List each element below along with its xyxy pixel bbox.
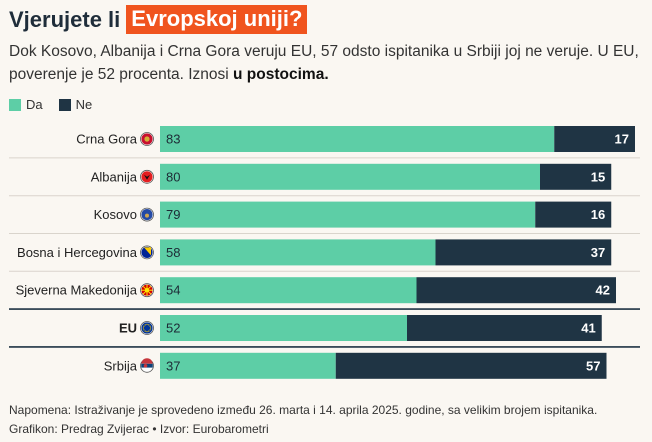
legend-label-ne: Ne [75,97,93,112]
category-label: Albanija [91,169,138,184]
footer-note: Napomena: Istraživanje je sprovedeno izm… [9,403,598,417]
bar-da [160,201,536,228]
north-macedonia-flag-icon [140,283,154,298]
data-label-da: 80 [166,169,180,184]
data-label-ne: 42 [596,283,610,298]
footer: Napomena: Istraživanje je sprovedeno izm… [9,401,597,439]
bar-da [160,277,417,304]
bar-da [160,315,407,341]
data-label-ne: 37 [591,245,605,260]
category-label: Srbija [104,358,138,373]
bar-ne [554,126,635,152]
data-label-ne: 41 [581,321,595,336]
bar-da [160,239,436,266]
bosnia-flag-icon [140,245,154,260]
data-label-ne: 57 [586,358,600,373]
legend-swatch-da [9,98,21,111]
title-highlight: Evropskoj uniji? [126,5,308,34]
bar-da [160,126,555,152]
category-label: Crna Gora [76,132,137,147]
page-title: Vjerujete li Evropskoj uniji? [9,5,308,34]
legend-item-ne: Ne [58,97,93,112]
subtitle: Dok Kosovo, Albanija i Crna Gora veruju … [9,40,639,86]
bar-ne [335,352,607,379]
stacked-bar-chart: Crna Gora 83 17 Albanija 80 15 Kosovo 79 16 Bosna… [9,126,640,379]
data-label-da: 79 [166,207,180,222]
category-label: EU [119,321,137,336]
eu-flag-icon [140,321,154,335]
data-label-ne: 17 [615,132,629,147]
bar-ne [407,315,602,341]
albania-flag-icon [140,169,154,184]
data-label-da: 52 [166,321,180,336]
bar-ne [540,163,612,190]
data-label-da: 54 [166,283,180,298]
data-label-da: 37 [166,358,180,373]
subtitle-bold: u postocima. [233,66,329,83]
category-label: Bosna i Hercegovina [17,245,138,260]
legend-swatch-ne [58,98,71,111]
legend: Da Ne [9,97,108,112]
serbia-flag-icon [140,358,154,373]
data-label-da: 58 [166,245,180,260]
category-label: Kosovo [94,207,137,222]
data-label-ne: 16 [591,207,605,222]
data-label-ne: 15 [591,169,605,184]
legend-item-da: Da [9,97,43,112]
subtitle-text: Dok Kosovo, Albanija i Crna Gora veruju … [9,43,639,83]
bar-ne [435,239,612,266]
category-label: Sjeverna Makedonija [16,283,138,298]
bar-da [160,163,540,190]
kosovo-flag-icon [140,207,154,222]
legend-label-da: Da [26,97,43,112]
data-label-da: 83 [166,132,180,147]
bar-da [160,352,336,379]
montenegro-flag-icon [140,132,154,146]
bar-ne [416,277,616,304]
title-plain: Vjerujete li [9,6,121,32]
bar-ne [535,201,612,228]
footer-credit: Grafikon: Predrag Zvijerac • Izvor: Euro… [9,422,269,436]
